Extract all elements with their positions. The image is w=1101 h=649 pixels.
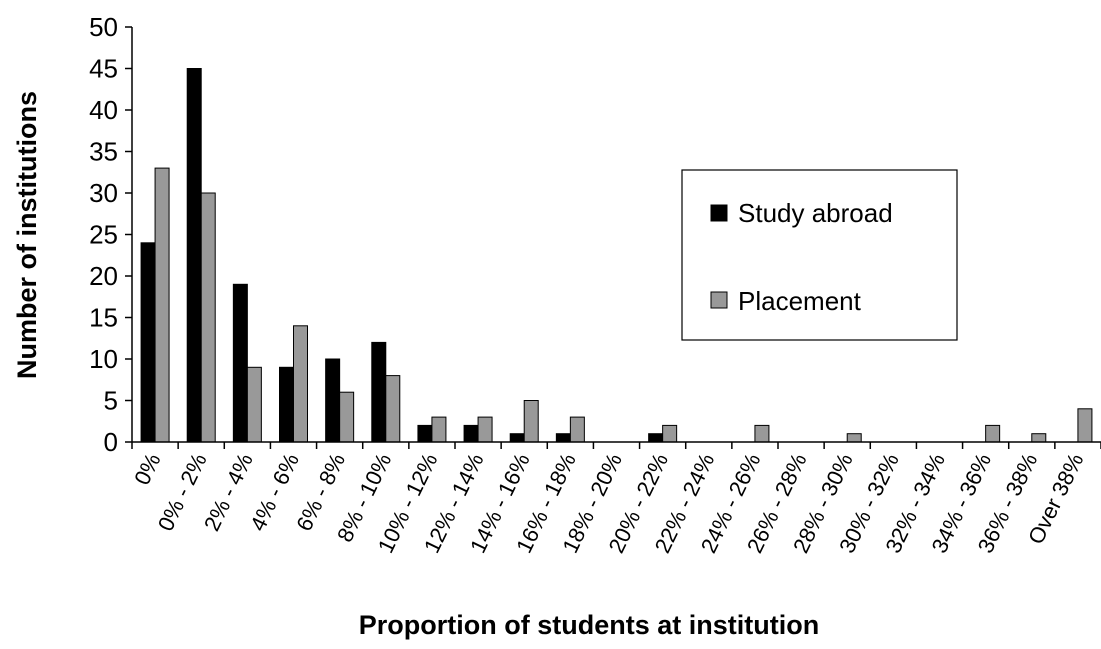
y-tick-label: 35: [89, 137, 118, 167]
bar-study-abroad: [417, 424, 433, 443]
bar-placement: [662, 424, 678, 443]
bar-study-abroad: [555, 433, 571, 443]
bars-group: [140, 68, 1093, 443]
legend-label-study-abroad: Study abroad: [738, 198, 893, 228]
y-tick-label: 50: [89, 12, 118, 42]
bar-study-abroad: [279, 366, 294, 443]
bar-placement: [293, 325, 308, 443]
bar-placement: [477, 416, 493, 443]
legend-label-placement: Placement: [738, 286, 862, 316]
legend-swatch-placement: [710, 291, 728, 309]
bar-placement: [1031, 433, 1047, 443]
bar-study-abroad: [186, 68, 202, 443]
x-ticks-group: 0%0% - 2%2% - 4%4% - 6%6% - 8%8% - 10%10…: [129, 442, 1101, 557]
y-tick-label: 5: [104, 386, 118, 416]
x-axis-title: Proportion of students at institution: [359, 610, 819, 640]
bar-placement: [754, 424, 770, 443]
bar-study-abroad: [140, 242, 156, 443]
legend-box: [681, 169, 958, 341]
bar-study-abroad: [325, 358, 341, 443]
bar-placement: [985, 424, 1001, 443]
bar-placement: [339, 391, 355, 443]
bar-study-abroad: [509, 433, 525, 443]
legend-swatch-study-abroad: [710, 204, 728, 222]
bar-placement: [385, 375, 401, 443]
bar-study-abroad: [648, 433, 664, 443]
y-tick-label: 25: [89, 220, 118, 250]
y-tick-label: 0: [104, 427, 118, 457]
bar-placement: [523, 400, 539, 443]
bar-placement: [846, 433, 862, 443]
y-ticks-group: 0 5 10 15 20 25 30 35 40 45 50: [89, 12, 132, 457]
y-tick-label: 10: [89, 344, 118, 374]
y-tick-label: 40: [89, 95, 118, 125]
bar-placement: [246, 366, 262, 443]
y-axis-title: Number of institutions: [12, 91, 42, 379]
legend: Study abroad Placement: [681, 169, 958, 341]
bar-placement: [431, 416, 447, 443]
bar-placement: [569, 416, 585, 443]
y-tick-label: 45: [89, 54, 118, 84]
y-tick-label: 20: [89, 261, 118, 291]
bar-placement: [200, 192, 216, 443]
bar-study-abroad: [371, 341, 387, 443]
bar-study-abroad: [232, 283, 248, 443]
y-tick-label: 15: [89, 303, 118, 333]
y-tick-label: 30: [89, 178, 118, 208]
bar-placement: [154, 167, 170, 443]
bar-placement: [1077, 408, 1093, 443]
bar-study-abroad: [463, 424, 479, 443]
x-tick-label: 0%: [129, 449, 165, 489]
